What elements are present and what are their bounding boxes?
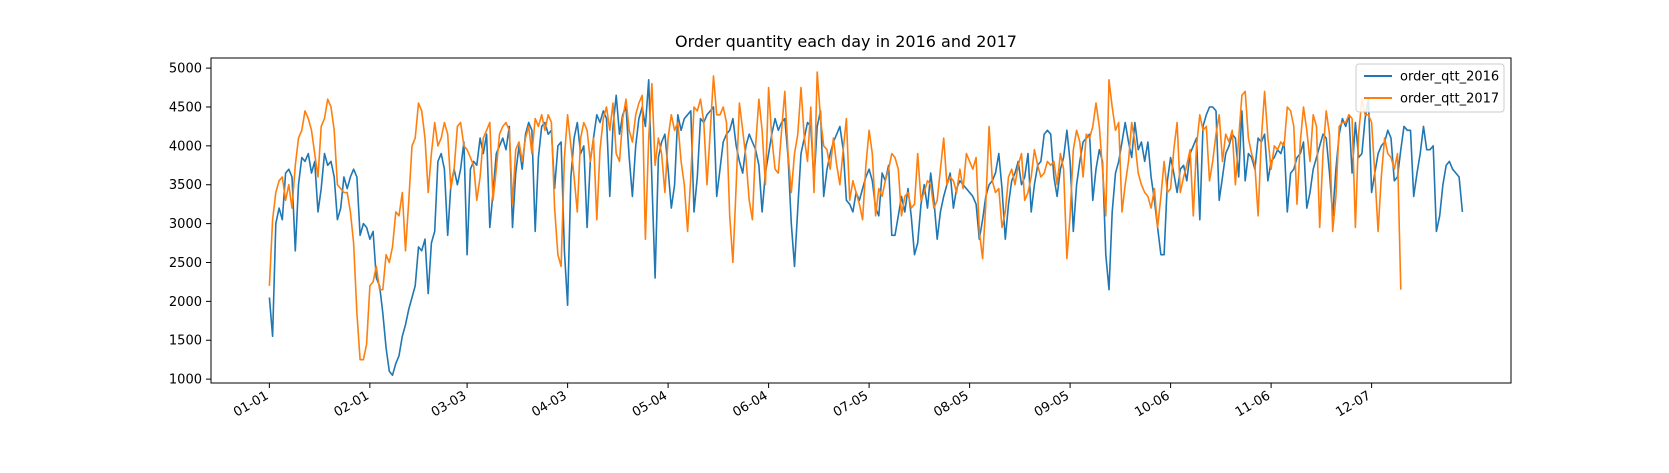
legend-box (1355, 63, 1505, 113)
legend-label-2016: order_qtt_2016 (1400, 70, 1499, 85)
y-tick-label: 5000 (169, 62, 202, 77)
legend: order_qtt_2016 order_qtt_2017 (1355, 63, 1505, 113)
x-tick-label: 10-06 (1132, 388, 1172, 420)
x-tick-label: 01-01 (231, 388, 271, 420)
chart-title: Order quantity each day in 2016 and 2017 (675, 32, 1017, 51)
x-tick-label: 07-05 (831, 388, 871, 420)
y-tick-label: 4500 (169, 100, 202, 115)
y-tick-label: 3000 (169, 217, 202, 232)
x-tick-label: 09-05 (1032, 388, 1072, 420)
y-axis: 1000 1500 2000 2500 3000 3500 4000 4500 5000 (169, 62, 211, 388)
y-tick-label: 2000 (169, 295, 202, 310)
x-tick-label: 02-01 (332, 388, 372, 420)
x-tick-label: 12-07 (1333, 388, 1373, 420)
y-tick-label: 1000 (169, 373, 202, 388)
x-tick-label: 04-03 (529, 388, 569, 420)
x-tick-label: 08-05 (931, 388, 971, 420)
y-tick-label: 4000 (169, 139, 202, 154)
series-line-order_qtt_2017 (268, 71, 1402, 361)
y-tick-label: 1500 (169, 334, 202, 349)
y-tick-label: 2500 (169, 256, 202, 271)
legend-label-2017: order_qtt_2017 (1400, 92, 1499, 107)
series-line-order_qtt_2016 (268, 79, 1464, 376)
x-tick-label: 05-04 (630, 388, 670, 420)
x-tick-label: 11-06 (1233, 388, 1273, 420)
y-tick-label: 3500 (169, 178, 202, 193)
x-tick-label: 03-03 (429, 388, 469, 420)
x-tick-label: 06-04 (730, 388, 770, 420)
x-axis: 01-01 02-01 03-03 04-03 05-04 06-04 07-05 08-05… (231, 383, 1374, 420)
plot-frame (210, 57, 1512, 384)
series-layer (268, 71, 1464, 376)
